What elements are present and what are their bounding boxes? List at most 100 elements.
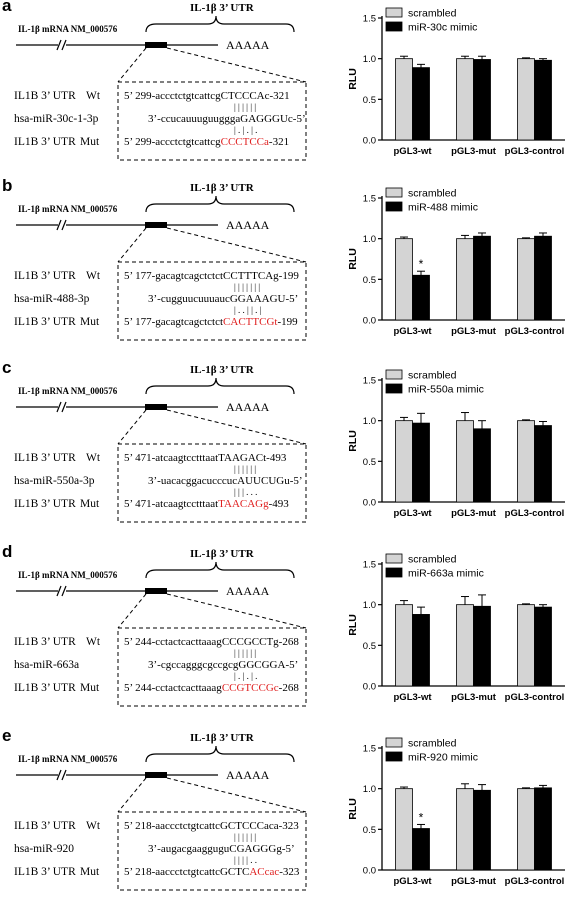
zoom-line-left bbox=[117, 777, 147, 813]
zoom-line-left bbox=[117, 593, 147, 629]
schematic-drawing bbox=[16, 561, 307, 707]
x-tick-label: pGL3-wt bbox=[394, 326, 433, 337]
row-type: Wt bbox=[86, 636, 101, 648]
pairing-bottom: | . | . | . bbox=[234, 125, 258, 135]
significance-mark: * bbox=[419, 257, 424, 271]
y-tick-label: 1.5 bbox=[363, 14, 376, 25]
seq-tail: -493 bbox=[268, 498, 289, 510]
bar-scrambled bbox=[395, 788, 413, 871]
break-mark-1 bbox=[56, 401, 62, 413]
y-tick-label: 0.0 bbox=[363, 866, 376, 877]
bar-mimic bbox=[473, 235, 491, 321]
x-tick-label: pGL3-mut bbox=[451, 146, 497, 157]
sequence-box bbox=[117, 81, 307, 161]
legend-swatch bbox=[385, 21, 403, 32]
utr-schematic: IL-1β mRNA NM_000576 IL-1β 3’ UTR AAAAA IL1… bbox=[0, 180, 340, 360]
x-tick-label: pGL3-mut bbox=[451, 326, 497, 337]
target-site-block bbox=[145, 588, 167, 594]
sequence-mut: 5’ 299-accctctgtcattcgCCCTCCa-321 bbox=[124, 136, 289, 148]
chart-svg: scrambled miR-488 mimic 0.0 0.5 1.0 1.5 RLU pGL… bbox=[347, 187, 565, 337]
bar-scrambled bbox=[517, 420, 535, 503]
pairing-bottom: | | | | . . bbox=[234, 855, 257, 865]
break-mark-2 bbox=[61, 769, 67, 781]
target-site-block bbox=[145, 222, 167, 228]
target-site-block bbox=[145, 772, 167, 778]
x-tick-label: pGL3-wt bbox=[394, 692, 433, 703]
y-tick-label: 0.0 bbox=[363, 136, 376, 147]
x-tick-label: pGL3-control bbox=[505, 692, 565, 703]
polya-label: AAAAA bbox=[226, 218, 270, 232]
seq-seed: CCGTCCGc bbox=[221, 682, 279, 694]
utr-brace bbox=[145, 195, 295, 213]
bar-mimic bbox=[534, 606, 552, 687]
utr-label: IL-1β 3’ UTR bbox=[190, 364, 254, 376]
seq-plain: 5’ 471-atcaagtcctttaat bbox=[124, 452, 219, 464]
seq-plain: 3’-cugguucuuuauc bbox=[148, 293, 230, 305]
seq-plain: 3’-uacacggacucccuc bbox=[148, 475, 238, 487]
legend-label: scrambled bbox=[408, 370, 457, 382]
x-tick-label: pGL3-control bbox=[505, 508, 565, 519]
legend-swatch bbox=[385, 567, 403, 578]
y-tick-label: 0.0 bbox=[363, 682, 376, 693]
sequence-wt: 5’ 177-gacagtcagctctctCCTTTCAg-199 bbox=[124, 270, 299, 282]
seq-seed: ACcac bbox=[249, 866, 280, 878]
pairing-bottom: | | | . . . bbox=[234, 487, 258, 497]
y-tick-label: 1.0 bbox=[363, 234, 376, 245]
sequence-box bbox=[117, 443, 307, 523]
y-axis-label: RLU bbox=[347, 68, 359, 90]
row-type: Mut bbox=[80, 136, 100, 148]
row-name: IL1B 3’ UTR bbox=[14, 452, 76, 464]
legend-swatch bbox=[385, 751, 403, 762]
row-name: IL1B 3’ UTR bbox=[14, 90, 76, 102]
row-name: IL1B 3’ UTR bbox=[14, 866, 76, 878]
bar-scrambled bbox=[395, 58, 413, 141]
target-site-block bbox=[145, 42, 167, 48]
seq-tail: c-5’ bbox=[287, 113, 306, 125]
legend-label: miR-663a mimic bbox=[408, 568, 484, 580]
y-tick-label: 0.5 bbox=[363, 641, 376, 652]
seq-seed: CCCTCCa bbox=[220, 136, 269, 148]
sequence-wt: 5’ 218-aaccctctgtcattcGCTCCCaca-323 bbox=[124, 820, 299, 832]
break-mark-1 bbox=[56, 769, 62, 781]
legend-swatch bbox=[385, 201, 403, 212]
x-tick-label: pGL3-wt bbox=[394, 146, 433, 157]
x-tick-label: pGL3-mut bbox=[451, 692, 497, 703]
row-name: IL1B 3’ UTR bbox=[14, 316, 76, 328]
bar-chart: scrambled miR-663a mimic 0.0 0.5 1.0 1.5 RLU pG… bbox=[340, 546, 567, 726]
mrna-label: IL-1β mRNA NM_000576 bbox=[18, 204, 118, 214]
legend-swatch bbox=[385, 187, 403, 198]
legend-label: scrambled bbox=[408, 738, 457, 750]
row-type: Wt bbox=[86, 90, 101, 102]
row-name: IL1B 3’ UTR bbox=[14, 136, 76, 148]
y-tick-label: 1.5 bbox=[363, 376, 376, 387]
row-name: hsa-miR-488-3p bbox=[14, 293, 90, 305]
mrna-label: IL-1β mRNA NM_000576 bbox=[18, 570, 118, 580]
seq-plain: 5’ 299-accctctgtcattcg bbox=[124, 90, 221, 102]
y-tick-label: 1.5 bbox=[363, 560, 376, 571]
legend-swatch bbox=[385, 737, 403, 748]
seq-tail: c-321 bbox=[264, 90, 290, 102]
row-name: hsa-miR-920 bbox=[14, 843, 75, 855]
x-tick-label: pGL3-control bbox=[505, 326, 565, 337]
seq-tail: -321 bbox=[268, 136, 290, 148]
pairing-top: | | | | | | bbox=[234, 102, 257, 112]
seq-tail: aca-323 bbox=[264, 820, 299, 832]
seq-tail: -493 bbox=[266, 452, 287, 464]
legend-label: scrambled bbox=[408, 554, 457, 566]
legend-label: miR-920 mimic bbox=[408, 752, 478, 764]
utr-label: IL-1β 3’ UTR bbox=[190, 732, 254, 744]
y-tick-label: 0.0 bbox=[363, 316, 376, 327]
legend-swatch bbox=[385, 7, 403, 18]
bar-chart: scrambled miR-30c mimic 0.0 0.5 1.0 1.5 RLU pGL… bbox=[340, 0, 567, 180]
pairing-top: | | | | | | bbox=[234, 648, 257, 658]
bar-scrambled bbox=[517, 788, 535, 871]
schematic-drawing bbox=[16, 195, 307, 341]
sequence-wt: 5’ 471-atcaagtcctttaatTAAGACt-493 bbox=[124, 452, 286, 464]
sequence-mut: 5’ 471-atcaagtcctttaatTAACAGg-493 bbox=[124, 498, 289, 510]
sequence-wt: 5’ 244-cctactcacttaaagCCCGCCTg-268 bbox=[124, 636, 299, 648]
bar-mimic bbox=[412, 422, 430, 503]
y-tick-label: 0.5 bbox=[363, 825, 376, 836]
utr-schematic: IL-1β mRNA NM_000576 IL-1β 3’ UTR AAAAA IL1… bbox=[0, 362, 340, 542]
break-mark-2 bbox=[61, 219, 67, 231]
panel-d: d IL-1β mRNA NM_000576 IL-1β 3’ UTR AAAAA IL… bbox=[0, 542, 567, 726]
